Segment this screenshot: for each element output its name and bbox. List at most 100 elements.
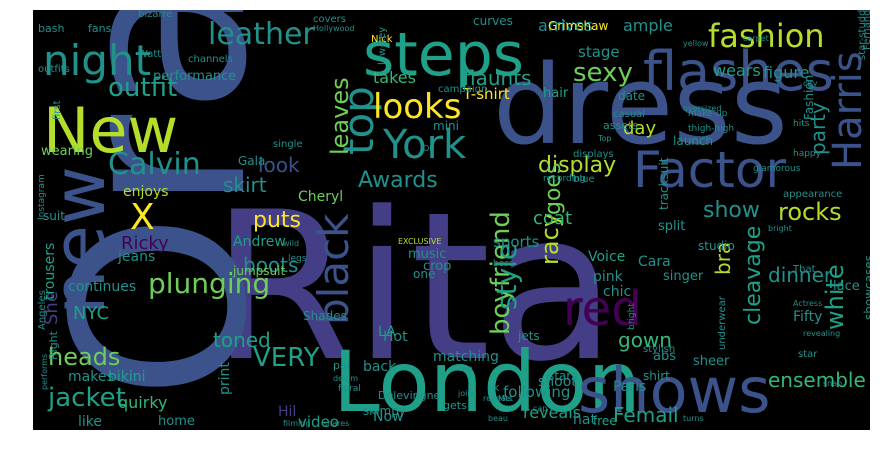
word-new: New [43,94,179,167]
word-show: show [703,198,760,223]
word-pink: pink [593,269,623,285]
word-abs: abs [653,349,676,364]
word-angeles: Angeles [37,290,48,330]
word-performs: performs [40,353,49,390]
word-low-key: low-key [377,26,388,65]
word-joins: joins [458,389,477,398]
word-shows: shows [578,354,771,427]
word-following: following [503,383,571,401]
word-nick: Nick [371,34,393,45]
word-casual: casual [613,109,646,120]
word-hair: hair [543,86,569,101]
word-ricky: Ricky [121,233,169,254]
word-cheryl: Cheryl [298,189,344,205]
word-la: LA [378,324,396,340]
word-bash: bash [38,22,65,35]
word-bright: bright [768,224,792,233]
word-mini: mini [433,119,459,133]
word-gets: gets [443,399,467,412]
word-rocks: rocks [778,198,842,226]
word-coat: coat [533,208,572,229]
word-watt: Watt [138,49,162,60]
word-showcases: showcases [862,255,870,320]
word-hits: hits [793,119,810,129]
word-home: home [158,414,195,429]
word-looks: looks [373,87,462,127]
word-single: single [273,139,303,150]
word-steps: steps [363,20,525,90]
word-femail: Femail [613,403,679,427]
word-calvin: Calvin [108,147,201,182]
word-factor: Factor [633,141,787,199]
word-voice: Voice [588,249,626,265]
word-hat: hat [573,412,596,428]
word-jumpsuit: jumpsuit [233,264,286,278]
word-tracksuit: tracksuit [657,157,671,210]
word-channels: channels [188,54,233,65]
word-arrives: arrives [538,16,593,35]
word-singer: singer [663,269,704,284]
word-grimshaw: Grimshaw [548,19,609,33]
word-makes: makes [68,369,114,385]
word-split: split [658,219,686,234]
word-one: one [413,267,436,281]
word-appearance: appearance [783,189,843,200]
word-heads: heads [48,343,121,371]
word-puts: puts [253,208,301,233]
word-ensemble: ensemble [768,368,866,392]
word-back: back [363,359,397,375]
word-wears: wears [713,61,761,80]
word-shares: shares [323,419,350,428]
word-hil: Hil [278,404,297,420]
word-that: That [793,264,816,275]
word-jeans: jeans [118,249,156,265]
word-hot: Hot [383,329,408,345]
word-fifty: Fifty [793,309,823,325]
word-jets: jets [518,329,540,343]
word-dress: dress [493,41,788,169]
word-t-shirt: T-shirt [463,85,510,103]
word-video: video [298,413,339,430]
word-sheer: sheer [693,354,730,369]
word-fernandez-versini: Fernandez-Versini [862,10,870,50]
word-print: print [217,362,233,395]
word-met: Met [498,394,513,403]
word-snap: snap [823,379,843,388]
word-outfit: outfit [108,73,178,103]
word-outfits: outfits [38,64,70,75]
word-leaves: leaves [326,77,354,155]
word-denim: denim [333,374,359,383]
word-sports: sports [493,233,540,251]
word-toned: toned [213,328,271,352]
word-jacket: jacket [48,383,126,413]
word-star: star [798,349,818,360]
word-leather: leather [208,17,315,52]
word-exclusive: EXCLUSIVE [398,237,442,246]
word-now: Now [373,409,404,425]
word-cleavage: cleavage [741,225,766,325]
word-campaign: campaign [438,84,488,95]
word-assets: assets [603,119,639,132]
word-skimpy: skimpy [363,404,406,418]
word-suit: suit [43,209,65,223]
word-of: OF [423,144,434,153]
word-glamorous: glamorous [753,164,801,174]
word-awards: Awards [358,168,438,193]
word-displays: displays [573,149,614,160]
word-curves: curves [473,14,513,28]
word-launch: launch [673,134,714,148]
word-city: city [803,79,818,88]
word-floral: floral [338,384,361,394]
word-like: like [78,414,103,430]
word-performance: performance [153,69,237,84]
word-boots: boots [243,253,299,277]
word-boss: boss [493,259,514,269]
word-gala: Gala [238,154,266,168]
word-hollywood: Hollywood [313,24,355,33]
word-x: X [130,197,155,238]
word-wearing: wearing [41,144,94,159]
word-matching: matching [433,349,499,365]
word-chic: chic [603,284,632,300]
word-revealing: revealing [803,329,841,338]
word-happy: happy [793,149,821,159]
